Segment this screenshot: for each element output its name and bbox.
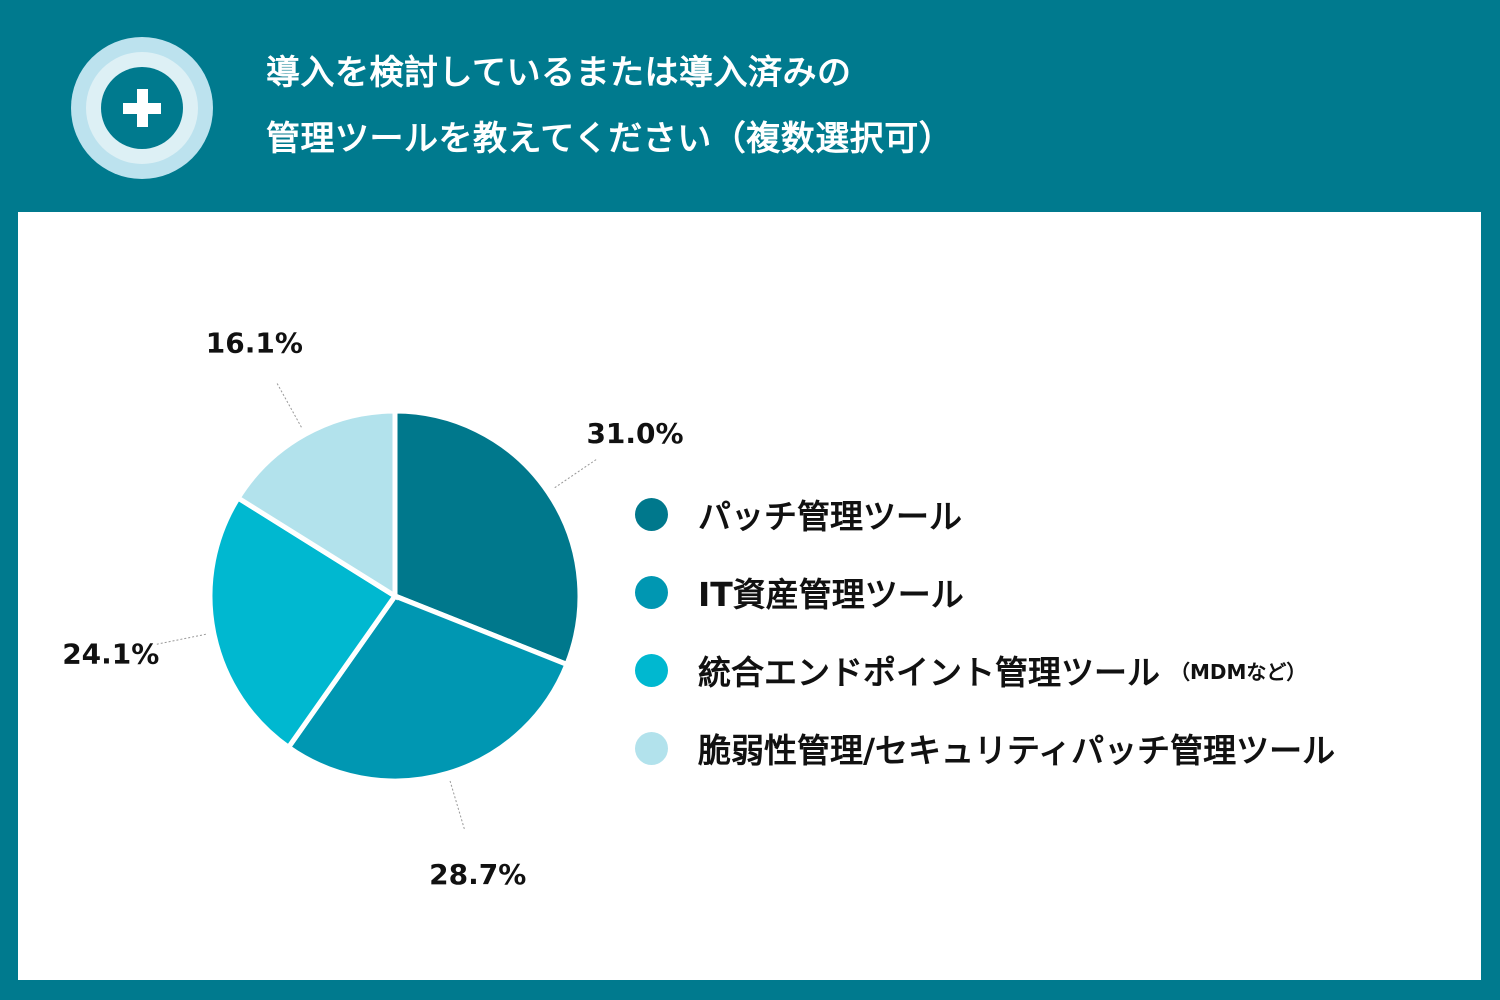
- legend-label: 統合エンドポイント管理ツール: [698, 653, 1160, 692]
- page-title: 導入を検討しているまたは導入済みの 管理ツールを教えてください（複数選択可）: [266, 40, 953, 172]
- legend-item: 統合エンドポイント管理ツール （MDMなど）: [635, 631, 1335, 709]
- legend: パッチ管理ツール IT資産管理ツール 統合エンドポイント管理ツール （MDMなど…: [635, 475, 1335, 787]
- pie-slice: [234, 408, 398, 601]
- legend-label: 脆弱性管理/セキュリティパッチ管理ツール: [698, 731, 1336, 770]
- legend-note: （MDMなど）: [1170, 659, 1307, 684]
- data-label: 28.7%: [429, 858, 526, 891]
- legend-label: IT資産管理ツール: [698, 575, 964, 614]
- legend-item: IT資産管理ツール: [635, 553, 1335, 631]
- leader-line: [554, 458, 599, 489]
- leader-line: [154, 633, 206, 646]
- data-label: 16.1%: [206, 326, 303, 359]
- legend-item: 脆弱性管理/セキュリティパッチ管理ツール: [635, 709, 1335, 787]
- pie-slice: [285, 592, 571, 784]
- plus-circle-icon: [71, 37, 213, 179]
- legend-label: パッチ管理ツール: [698, 497, 962, 536]
- pie-slice: [207, 494, 399, 751]
- leader-line: [449, 780, 466, 831]
- pie-slice: [392, 408, 583, 668]
- legend-swatch: [635, 497, 668, 531]
- leader-line: [275, 381, 302, 428]
- legend-swatch: [635, 653, 668, 687]
- legend-item: パッチ管理ツール: [635, 475, 1335, 553]
- legend-swatch: [635, 731, 668, 765]
- data-label: 24.1%: [62, 638, 159, 671]
- title-line-1: 導入を検討しているまたは導入済みの: [266, 53, 852, 93]
- title-line-2: 管理ツールを教えてください（複数選択可）: [266, 119, 954, 159]
- legend-swatch: [635, 575, 668, 609]
- data-label: 31.0%: [586, 417, 683, 450]
